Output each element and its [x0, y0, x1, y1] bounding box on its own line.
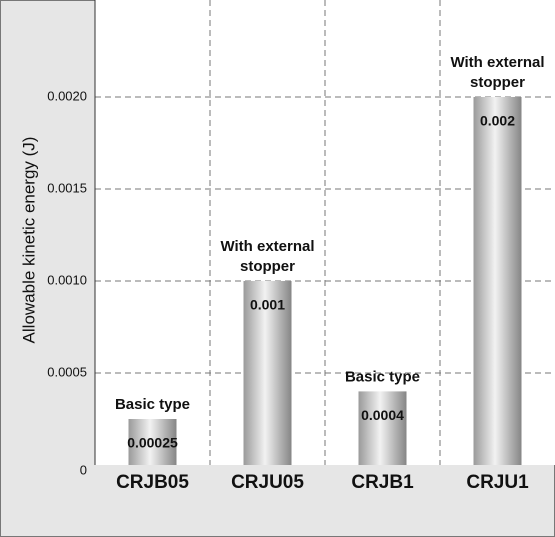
bar [128, 419, 177, 465]
y-tick-label: 0.0020 [47, 88, 87, 103]
bar [243, 281, 292, 465]
bar-note: With external [220, 238, 314, 255]
bar-note: Basic type [115, 396, 190, 413]
x-tick-label: CRJB1 [351, 472, 414, 493]
bar [358, 391, 407, 465]
x-tick-label: CRJU1 [466, 472, 529, 493]
bar-note: With external [450, 54, 544, 71]
x-tick-label: CRJU05 [231, 472, 304, 493]
value-label: 0.001 [250, 297, 285, 313]
y-tick-label: 0.0005 [47, 364, 87, 379]
bar-note: Basic type [345, 368, 420, 385]
bar [473, 97, 522, 465]
y-tick-label: 0 [80, 462, 87, 477]
y-tick-label: 0.0010 [47, 272, 87, 287]
value-label: 0.002 [480, 113, 515, 129]
value-label: 0.00025 [127, 435, 178, 451]
bar-note: stopper [470, 74, 525, 91]
value-label: 0.0004 [361, 407, 404, 423]
y-tick-label: 0.0015 [47, 180, 87, 195]
bar-note: stopper [240, 258, 295, 275]
y-axis-label: Allowable kinetic energy (J) [19, 137, 38, 344]
x-tick-label: CRJB05 [116, 472, 189, 493]
